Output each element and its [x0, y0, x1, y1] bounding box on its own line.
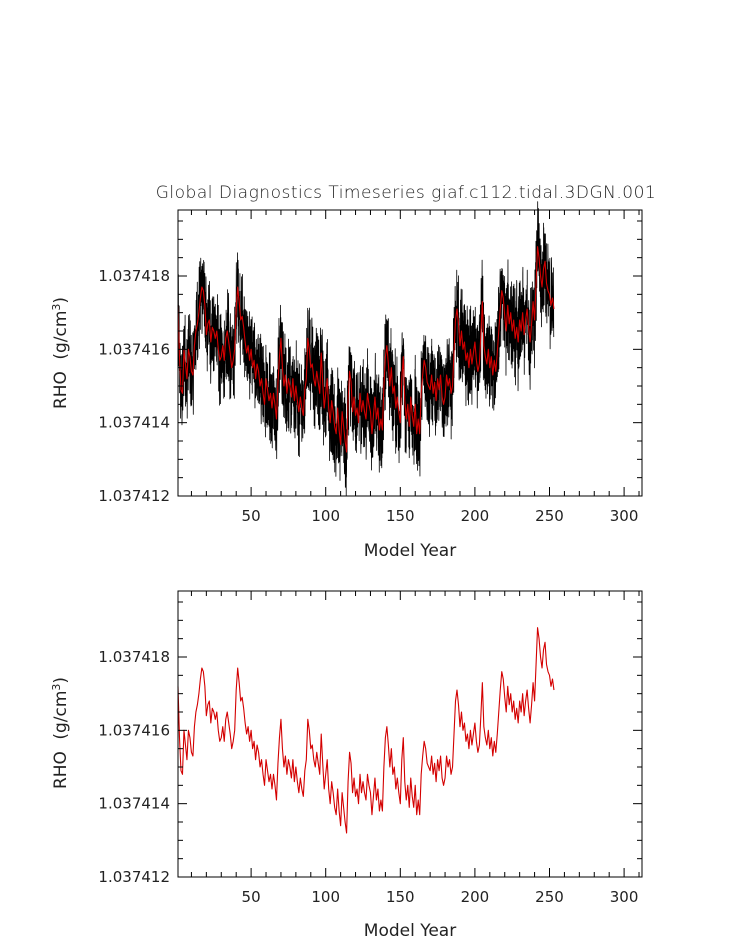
top-panel: 50 100 150 200 250 300 1.037412 1.037414 1.03741…	[50, 201, 643, 561]
annual-series-line	[177, 246, 555, 453]
y-axis-label: RHO (g/cm3)	[50, 297, 72, 409]
annual-series-line	[177, 627, 555, 834]
x-tick-label: 250	[535, 507, 564, 525]
y-tick-label: 1.037412	[98, 868, 170, 886]
series-layer	[177, 627, 555, 834]
tick-label-layer: 50 100 150 200 250 300 1.037412 1.037414 1.03741…	[98, 267, 638, 525]
series-layer	[177, 201, 555, 496]
y-axis-label: RHO (g/cm3)	[50, 677, 72, 789]
y-tick-label: 1.037416	[98, 721, 170, 739]
y-tick-label: 1.037418	[98, 648, 170, 666]
y-tick-label: 1.037416	[98, 340, 170, 358]
tick-layer	[178, 210, 642, 497]
x-tick-label: 150	[386, 507, 415, 525]
y-axis-label-units-close: )	[51, 677, 71, 684]
x-tick-label: 300	[610, 507, 639, 525]
x-tick-label: 200	[461, 888, 490, 906]
bottom-panel: 50 100 150 200 250 300 1.037412 1.037414 1.03741…	[50, 590, 643, 941]
y-tick-label: 1.037412	[98, 487, 170, 505]
y-axis-label-units: (g/cm	[51, 311, 71, 360]
y-tick-label: 1.037414	[98, 795, 170, 813]
chart-title: Global Diagnostics Timeseries giaf.c112.…	[156, 183, 657, 203]
y-tick-label: 1.037418	[98, 267, 170, 285]
y-axis-label-units-close: )	[51, 297, 71, 304]
x-tick-label: 300	[610, 888, 639, 906]
x-tick-label: 50	[242, 507, 261, 525]
tick-label-layer: 50 100 150 200 250 300 1.037412 1.037414 1.03741…	[98, 648, 638, 906]
x-axis-label: Model Year	[364, 921, 456, 941]
y-tick-label: 1.037414	[98, 414, 170, 432]
x-tick-label: 250	[535, 888, 564, 906]
plot-frame	[177, 209, 643, 497]
x-tick-label: 50	[242, 888, 261, 906]
y-axis-label-units: (g/cm	[51, 691, 71, 740]
y-axis-label-name: RHO	[51, 751, 71, 789]
x-tick-label: 100	[311, 888, 340, 906]
x-axis-label: Model Year	[364, 541, 456, 561]
x-tick-label: 100	[311, 507, 340, 525]
y-axis-label-units-sup: 3	[50, 304, 63, 311]
y-axis-label-name: RHO	[51, 371, 71, 409]
x-tick-label: 150	[386, 888, 415, 906]
tick-layer	[178, 591, 642, 878]
x-tick-label: 200	[461, 507, 490, 525]
monthly-series-line	[177, 201, 555, 496]
y-axis-label-units-sup: 3	[50, 684, 63, 691]
plot-frame	[177, 590, 643, 878]
